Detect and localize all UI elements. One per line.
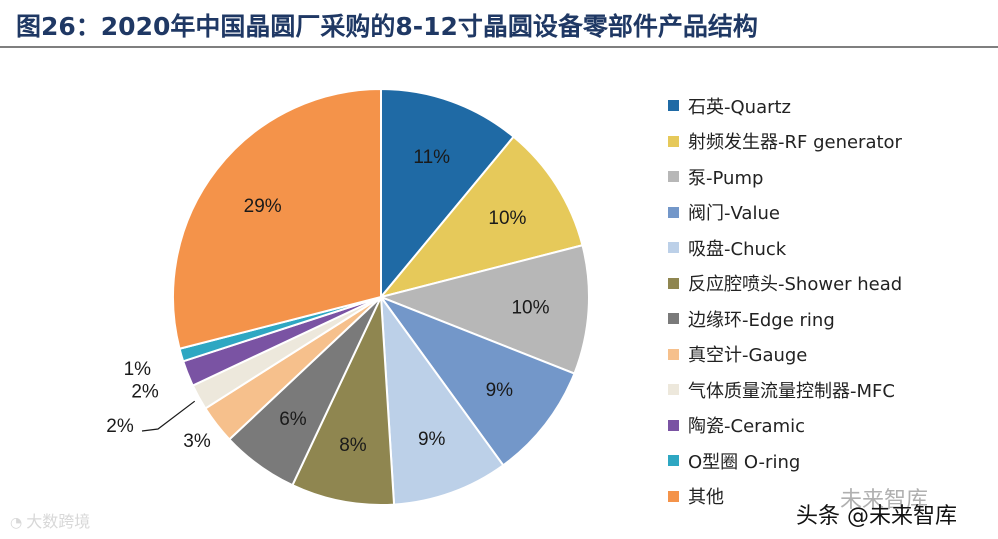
legend-label: 真空计-Gauge bbox=[688, 345, 808, 367]
legend-label: 吸盘-Chuck bbox=[688, 238, 787, 260]
legend-swatch bbox=[668, 100, 679, 112]
legend-item: 反应腔喷头-Shower head bbox=[668, 266, 988, 302]
data-label: 10% bbox=[488, 208, 526, 229]
pie-slice bbox=[380, 87, 515, 300]
data-label: 9% bbox=[418, 429, 446, 450]
legend-label: 气体质量流量控制器-MFC bbox=[688, 380, 895, 402]
watermark-right-top: 未来智库 bbox=[840, 488, 929, 513]
title-bar: 图26：2020年中国晶圆厂采购的8-12寸晶圆设备零部件产品结构 bbox=[0, 0, 998, 48]
pie-slice bbox=[291, 296, 396, 506]
legend-swatch bbox=[668, 455, 679, 467]
legend-swatch bbox=[668, 277, 679, 289]
legend-item: 陶瓷-Ceramic bbox=[668, 408, 988, 444]
data-label: 3% bbox=[183, 431, 211, 452]
legend-item: O型圈 O-ring bbox=[668, 443, 988, 479]
legend-label: 泵-Pump bbox=[688, 167, 764, 189]
legend-label: 边缘环-Edge ring bbox=[688, 309, 835, 331]
pie-slice bbox=[377, 244, 590, 375]
legend-swatch bbox=[668, 171, 679, 183]
legend-item: 石英-Quartz bbox=[668, 88, 988, 124]
legend-item: 边缘环-Edge ring bbox=[668, 301, 988, 337]
legend-item: 阀门-Value bbox=[668, 195, 988, 231]
title-divider bbox=[0, 46, 998, 48]
legend-swatch bbox=[668, 419, 679, 431]
legend-label: 反应腔喷头-Shower head bbox=[688, 274, 903, 296]
legend-swatch bbox=[668, 490, 679, 502]
data-label: 2% bbox=[106, 416, 134, 437]
leader-line bbox=[141, 400, 196, 432]
legend-item: 吸盘-Chuck bbox=[668, 230, 988, 266]
legend-label: O型圈 O-ring bbox=[688, 451, 801, 473]
pie-slice bbox=[172, 87, 382, 350]
watermark-left: ◔ 大数跨境 bbox=[10, 508, 90, 532]
legend-item: 泵-Pump bbox=[668, 159, 988, 195]
data-label: 1% bbox=[124, 359, 152, 380]
legend-label: 陶瓷-Ceramic bbox=[688, 416, 805, 438]
legend-swatch bbox=[668, 135, 679, 147]
watermark-logo-icon: ◔ bbox=[10, 515, 23, 531]
pie-slice bbox=[379, 293, 505, 506]
legend-swatch bbox=[668, 206, 679, 218]
data-label: 8% bbox=[339, 435, 367, 456]
pie-slice bbox=[378, 294, 576, 467]
legend-swatch bbox=[668, 242, 679, 254]
legend-item: 真空计-Gauge bbox=[668, 337, 988, 373]
legend-item: 射频发生器-RF generator bbox=[668, 124, 988, 160]
legend-label: 石英-Quartz bbox=[688, 96, 792, 118]
pie-slice bbox=[378, 135, 584, 299]
data-label: 9% bbox=[486, 380, 514, 401]
legend-label: 其他 bbox=[688, 487, 724, 509]
legend: 石英-Quartz 射频发生器-RF generator 泵-Pump 阀门-Valu… bbox=[668, 88, 988, 514]
legend-swatch bbox=[668, 384, 679, 396]
data-label: 2% bbox=[131, 381, 159, 402]
data-label: 29% bbox=[244, 196, 282, 217]
data-label: 10% bbox=[511, 297, 549, 318]
legend-swatch bbox=[668, 348, 679, 360]
watermark-left-text: 大数跨境 bbox=[26, 512, 91, 531]
legend-item: 气体质量流量控制器-MFC bbox=[668, 372, 988, 408]
data-label: 11% bbox=[413, 147, 450, 168]
legend-label: 阀门-Value bbox=[688, 203, 780, 225]
legend-item: 其他 bbox=[668, 479, 988, 515]
legend-label: 射频发生器-RF generator bbox=[688, 132, 902, 154]
chart-title: 图26：2020年中国晶圆厂采购的8-12寸晶圆设备零部件产品结构 bbox=[16, 12, 758, 41]
watermark-right: 头条 @未来智库 bbox=[796, 504, 957, 529]
data-label: 6% bbox=[279, 409, 307, 430]
legend-swatch bbox=[668, 313, 679, 325]
